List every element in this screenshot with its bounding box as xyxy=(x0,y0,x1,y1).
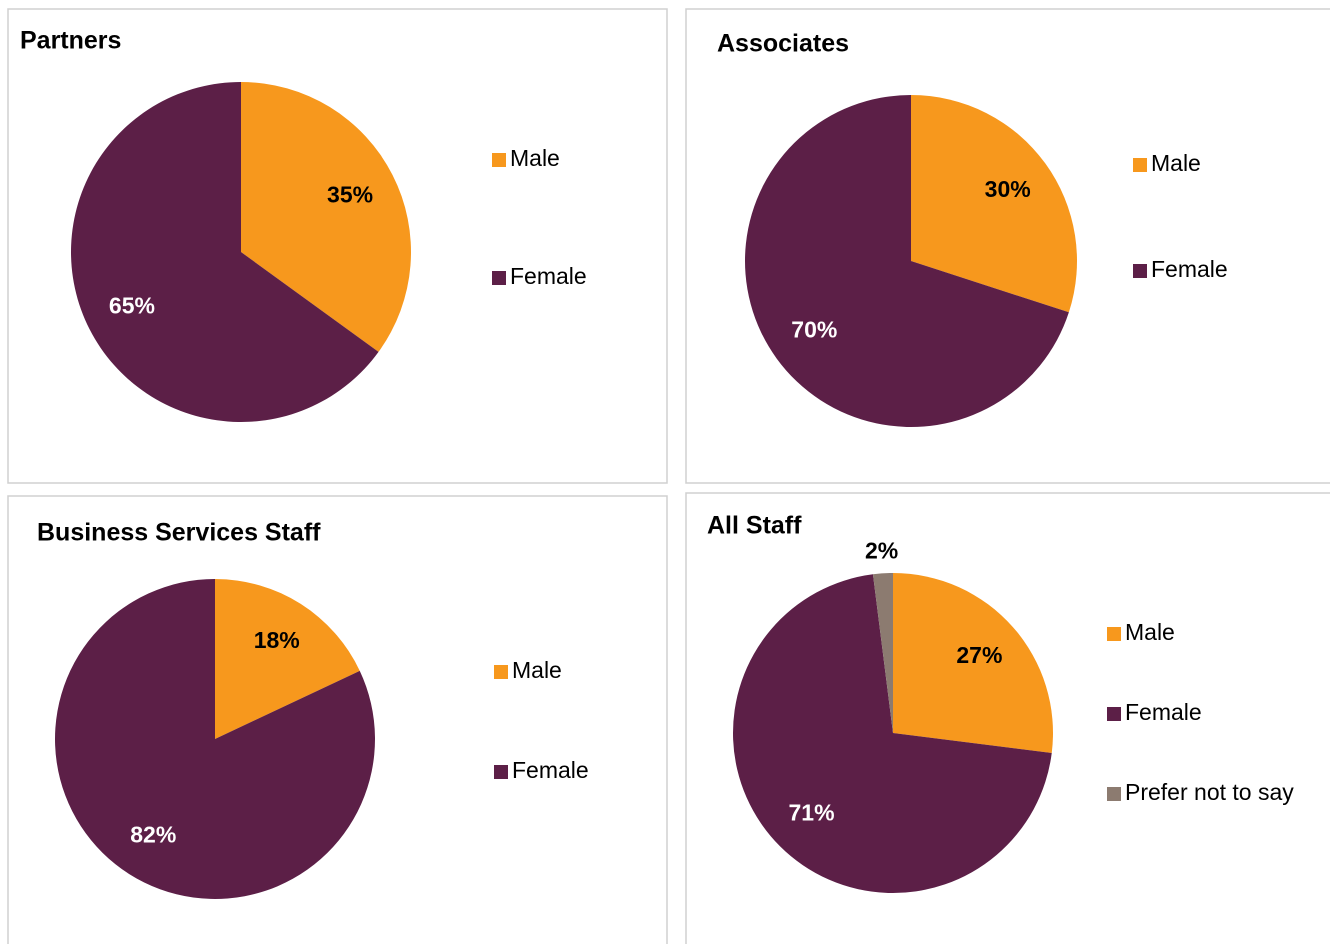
pie-slice xyxy=(55,579,376,900)
legend-swatch xyxy=(1107,707,1121,721)
legend-swatch xyxy=(494,665,508,679)
legend-label: Male xyxy=(510,145,560,171)
data-label: 35% xyxy=(327,182,373,208)
chart-title: Partners xyxy=(20,27,121,55)
pie-slice xyxy=(744,95,1069,427)
legend-swatch xyxy=(492,153,506,167)
pie-slice xyxy=(733,574,1052,893)
pie-slice xyxy=(241,82,411,352)
pie-slice xyxy=(70,82,379,422)
data-label: 2% xyxy=(865,538,898,564)
legend-swatch xyxy=(1133,158,1147,172)
legend-label: Male xyxy=(512,657,562,683)
chart-title: Business Services Staff xyxy=(37,519,321,547)
legend-label: Female xyxy=(1151,256,1228,282)
legend-label: Female xyxy=(510,263,587,289)
data-label: 82% xyxy=(130,821,176,847)
legend-swatch xyxy=(494,765,508,779)
data-label: 65% xyxy=(109,293,155,319)
data-label: 71% xyxy=(789,800,835,826)
chart-title: All Staff xyxy=(707,512,802,540)
chart-title: Associates xyxy=(717,30,849,58)
legend-swatch xyxy=(1133,264,1147,278)
legend-label: Female xyxy=(512,757,589,783)
data-label: 18% xyxy=(254,627,300,653)
legend-label: Male xyxy=(1151,150,1201,176)
pie-slice xyxy=(872,573,893,733)
legend-label: Male xyxy=(1125,619,1175,645)
data-label: 70% xyxy=(791,316,837,342)
legend-label: Prefer not to say xyxy=(1125,779,1294,805)
pie-slice xyxy=(215,579,360,739)
legend-swatch xyxy=(492,271,506,285)
pie-slice xyxy=(893,573,1054,754)
legend-label: Female xyxy=(1125,699,1202,725)
pie-slice xyxy=(911,95,1077,313)
data-label: 27% xyxy=(956,642,1002,668)
legend-swatch xyxy=(1107,627,1121,641)
legend-swatch xyxy=(1107,787,1121,801)
data-label: 30% xyxy=(985,176,1031,202)
